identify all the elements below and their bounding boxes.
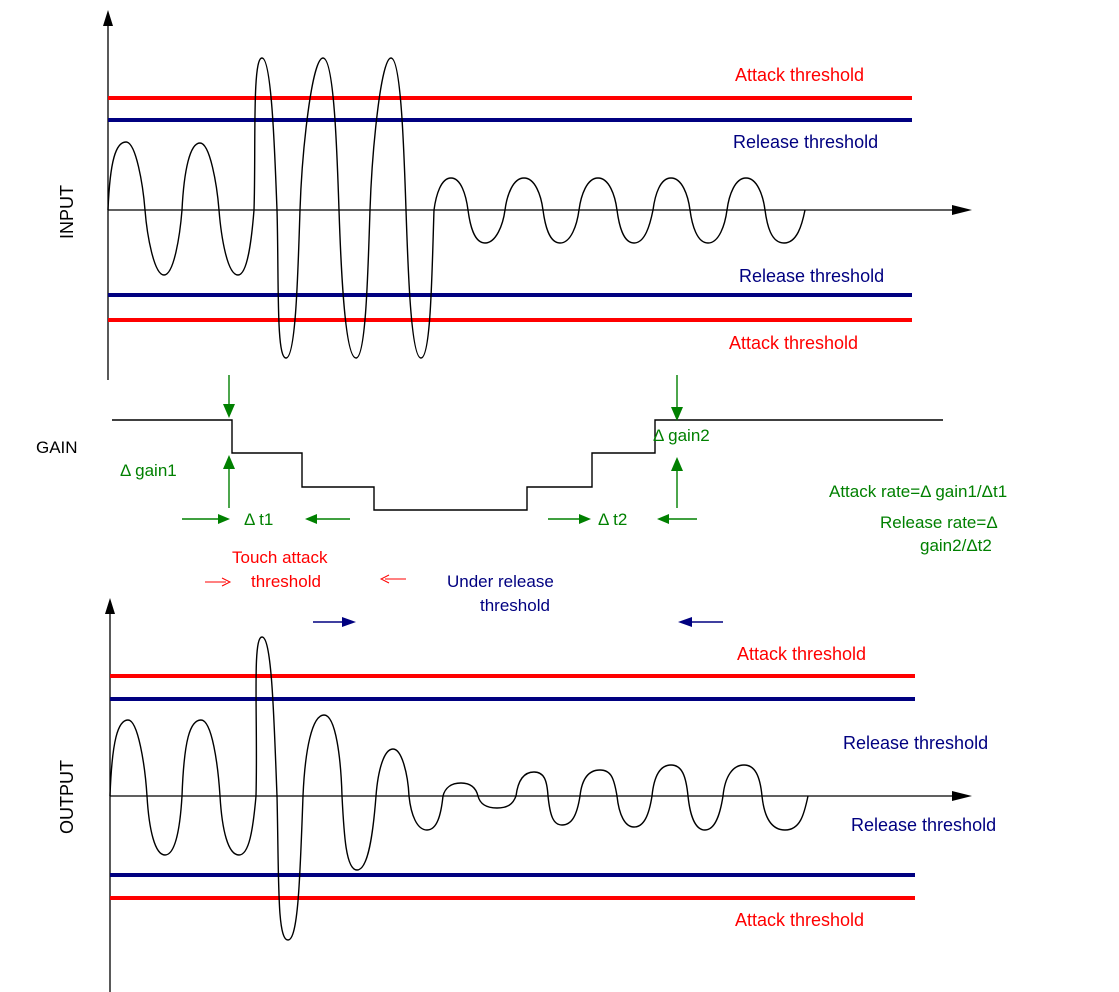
touch-attack-label-line1: Touch attack: [232, 548, 328, 567]
output-release-bottom-label: Release threshold: [851, 815, 996, 835]
input-release-top-label: Release threshold: [733, 132, 878, 152]
touch-attack-left-arrowhead: [379, 574, 390, 584]
input-release-bottom-label: Release threshold: [739, 266, 884, 286]
release-rate-label-line1: Release rate=Δ: [880, 513, 998, 532]
gain-axis-label: GAIN: [36, 438, 78, 457]
dt1-left-arrowhead: [218, 514, 230, 524]
dt1-right-arrowhead: [305, 514, 317, 524]
gain-panel: GAIN Δ gain1 Δ t1 Δ t2 Δ gain2 Attack ra…: [36, 375, 1007, 627]
touch-attack-right-arrowhead: [221, 577, 232, 587]
under-release-right-arrowhead: [342, 617, 356, 627]
input-attack-bottom-label: Attack threshold: [729, 333, 858, 353]
dt2-right-arrowhead: [657, 514, 669, 524]
attack-up-arrowhead: [223, 455, 235, 469]
release-up-arrowhead: [671, 457, 683, 471]
under-release-label-line2: threshold: [480, 596, 550, 615]
output-attack-top-label: Attack threshold: [737, 644, 866, 664]
input-axis-label: INPUT: [57, 185, 77, 239]
input-waveform: [107, 57, 806, 359]
gain-staircase: [112, 419, 943, 511]
output-panel: OUTPUT Attack threshold Release threshol…: [57, 598, 996, 992]
output-release-top-label: Release threshold: [843, 733, 988, 753]
delta-t2-label: Δ t2: [598, 510, 627, 529]
output-x-axis-arrowhead: [952, 791, 972, 801]
release-rate-label-line2: gain2/Δt2: [920, 536, 992, 555]
under-release-label-line1: Under release: [447, 572, 554, 591]
delta-t1-label: Δ t1: [244, 510, 273, 529]
touch-attack-label-line2: threshold: [251, 572, 321, 591]
input-attack-top-label: Attack threshold: [735, 65, 864, 85]
attack-down-arrowhead: [223, 404, 235, 418]
delta-gain1-label: Δ gain1: [120, 461, 177, 480]
dt2-left-arrowhead: [579, 514, 591, 524]
delta-gain2-label: Δ gain2: [653, 426, 710, 445]
input-panel: INPUT Attack threshold Release threshold…: [57, 10, 972, 380]
input-x-axis-arrowhead: [952, 205, 972, 215]
output-axis-label: OUTPUT: [57, 760, 77, 834]
output-y-axis-arrowhead: [105, 598, 115, 614]
under-release-left-arrowhead: [678, 617, 692, 627]
input-y-axis-arrowhead: [103, 10, 113, 26]
output-waveform: [109, 636, 809, 941]
release-down-arrowhead: [671, 407, 683, 421]
attack-rate-label: Attack rate=Δ gain1/Δt1: [829, 482, 1007, 501]
output-attack-bottom-label: Attack threshold: [735, 910, 864, 930]
